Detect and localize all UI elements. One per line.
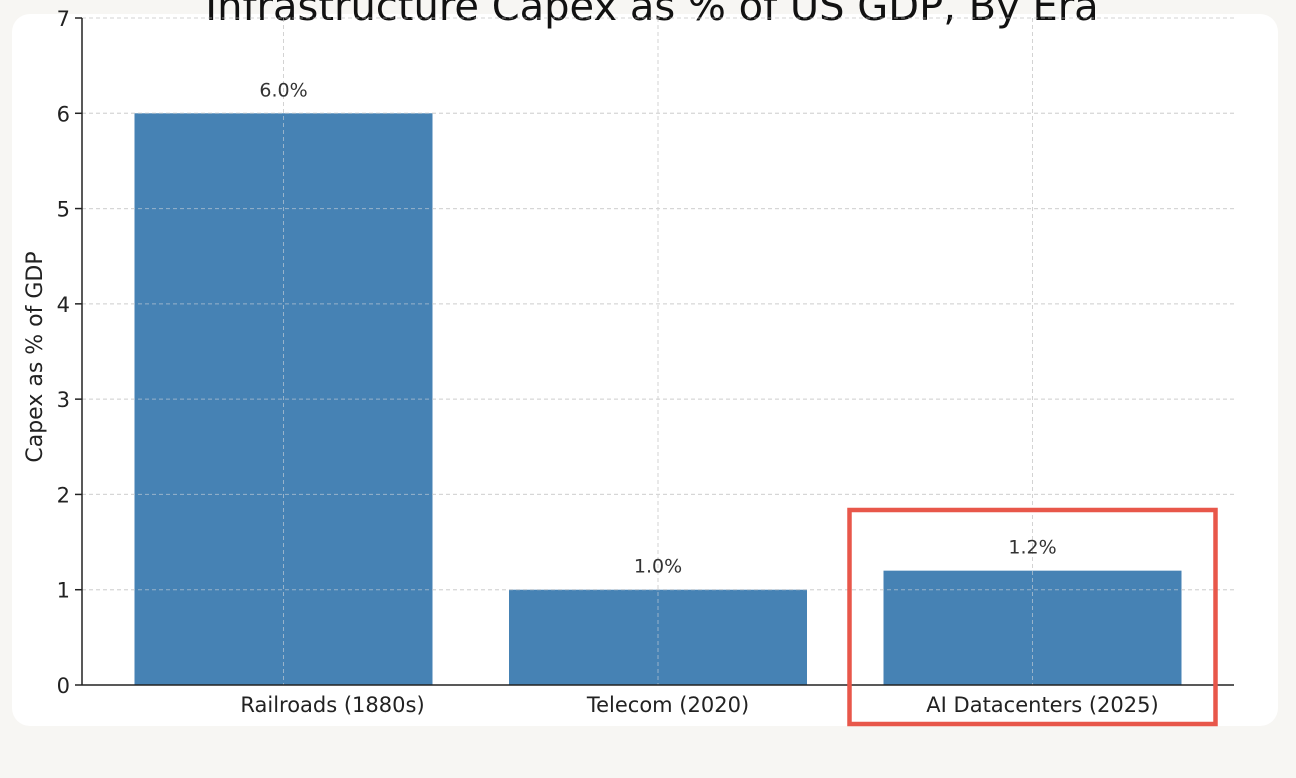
bars: [82, 17, 1234, 686]
y-tick-label: 2: [57, 483, 70, 507]
highlight-box: [847, 507, 1218, 727]
data-label: 1.2%: [1008, 537, 1056, 559]
x-tick-label: Railroads (1880s): [240, 693, 424, 717]
highlight-rectangle: [847, 507, 1218, 727]
y-tick-label: 7: [57, 7, 70, 31]
y-tick-label: 5: [57, 198, 70, 222]
x-tick-label: AI Datacenters (2025): [926, 693, 1158, 717]
y-tick-label: 3: [57, 388, 70, 412]
data-label: 6.0%: [259, 79, 307, 101]
x-tick-label: Telecom (2020): [586, 693, 749, 717]
y-tick-label: 1: [57, 579, 70, 603]
axes: 0 1 2 3 4 5 6 7 Railroads (1880s) Telecom (2020) A…: [57, 7, 1234, 717]
data-labels: 6.0% 1.0% 1.2%: [259, 79, 1056, 577]
y-tick-label: 6: [57, 102, 70, 126]
y-axis-label: Capex as % of GDP: [23, 251, 48, 462]
data-label: 1.0%: [634, 556, 682, 578]
y-tick-label: 4: [57, 293, 70, 317]
y-tick-label: 0: [57, 674, 70, 698]
chart-title: Infrastructure Capex as % of US GDP, By …: [205, 0, 1098, 30]
